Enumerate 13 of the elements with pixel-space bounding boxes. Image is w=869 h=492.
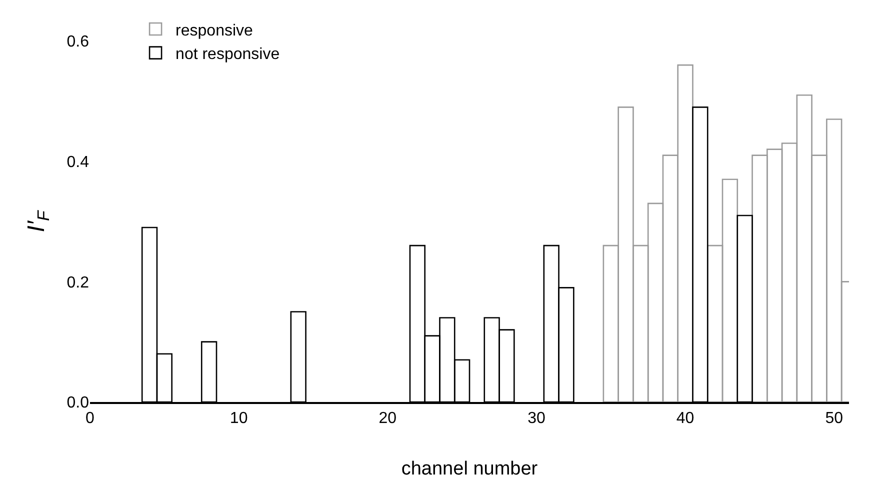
x-tick-label: 40	[676, 410, 694, 427]
x-tick-label: 20	[378, 410, 397, 427]
x-tick-label: 0	[86, 410, 95, 427]
x-tick-label: 10	[230, 410, 248, 427]
x-axis-title: channel number	[401, 458, 538, 480]
y-tick-label: 0.2	[66, 274, 90, 292]
y-tick-label: 0.4	[66, 154, 90, 171]
y-tick-label: 0.6	[66, 34, 90, 51]
y-tick-label: 0.0	[66, 394, 90, 412]
legend-label: responsive	[176, 22, 254, 40]
legend-label: not responsive	[176, 46, 280, 64]
x-tick-label: 50	[825, 410, 844, 427]
x-tick-label: 30	[528, 410, 546, 427]
